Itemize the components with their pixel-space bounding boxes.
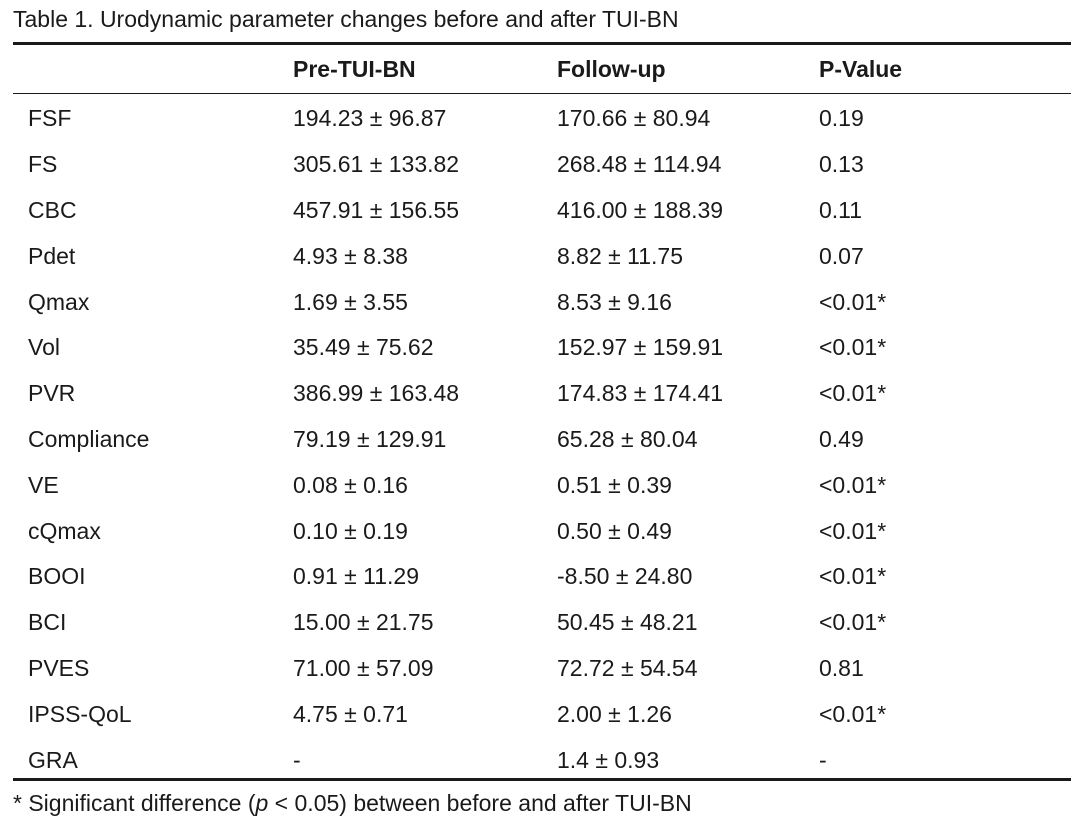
cell-followup: 8.53 ± 9.16 xyxy=(557,288,672,315)
cell-parameter: cQmax xyxy=(28,517,101,544)
table-caption: Table 1. Urodynamic parameter changes be… xyxy=(13,6,679,32)
cell-pre: 1.69 ± 3.55 xyxy=(293,288,408,315)
table-row: VE 0.08 ± 0.16 0.51 ± 0.39 <0.01* xyxy=(13,462,1071,508)
cell-parameter: PVES xyxy=(28,654,90,681)
cell-pvalue: <0.01* xyxy=(819,609,887,636)
cell-followup: 65.28 ± 80.04 xyxy=(557,425,698,452)
cell-followup: 152.97 ± 159.91 xyxy=(557,334,724,361)
table-row: PVR 386.99 ± 163.48 174.83 ± 174.41 <0.01* xyxy=(13,371,1071,417)
cell-pre: 71.00 ± 57.09 xyxy=(293,654,434,681)
cell-parameter: Compliance xyxy=(28,425,150,452)
cell-pvalue: <0.01* xyxy=(819,471,887,498)
cell-parameter: FSF xyxy=(28,105,72,132)
cell-followup: 0.50 ± 0.49 xyxy=(557,517,672,544)
cell-parameter: PVR xyxy=(28,380,76,407)
cell-pre: 386.99 ± 163.48 xyxy=(293,380,460,407)
cell-pre: 4.75 ± 0.71 xyxy=(293,700,408,727)
footnote-suffix: < 0.05) between before and after TUI-BN xyxy=(268,790,692,816)
cell-parameter: CBC xyxy=(28,196,77,223)
cell-pre: 15.00 ± 21.75 xyxy=(293,609,434,636)
cell-pvalue: <0.01* xyxy=(819,563,887,590)
cell-parameter: BCI xyxy=(28,609,67,636)
cell-pre: 194.23 ± 96.87 xyxy=(293,105,447,132)
cell-pvalue: 0.07 xyxy=(819,242,864,269)
cell-pre: 0.91 ± 11.29 xyxy=(293,563,420,590)
table-body: FSF 194.23 ± 96.87 170.66 ± 80.94 0.19 FS 305… xyxy=(13,96,1071,783)
cell-pre: 35.49 ± 75.62 xyxy=(293,334,434,361)
cell-pre: 305.61 ± 133.82 xyxy=(293,151,460,178)
cell-pvalue: <0.01* xyxy=(819,334,887,361)
cell-followup: 268.48 ± 114.94 xyxy=(557,151,722,178)
cell-followup: 416.00 ± 188.39 xyxy=(557,196,724,223)
cell-followup: 2.00 ± 1.26 xyxy=(557,700,672,727)
cell-parameter: BOOI xyxy=(28,563,86,590)
cell-parameter: Vol xyxy=(28,334,60,361)
cell-followup: 1.4 ± 0.93 xyxy=(557,746,660,773)
cell-pvalue: <0.01* xyxy=(819,380,887,407)
table-footnote: * Significant difference (p < 0.05) betw… xyxy=(13,788,692,818)
table-row: BCI 15.00 ± 21.75 50.45 ± 48.21 <0.01* xyxy=(13,600,1071,646)
table-bottom-rule xyxy=(13,778,1071,781)
cell-followup: -8.50 ± 24.80 xyxy=(557,563,693,590)
table-row: cQmax 0.10 ± 0.19 0.50 ± 0.49 <0.01* xyxy=(13,508,1071,554)
cell-pre: 79.19 ± 129.91 xyxy=(293,425,447,452)
footnote-prefix: * Significant difference ( xyxy=(13,790,256,816)
cell-pre: 457.91 ± 156.55 xyxy=(293,196,460,223)
footnote-italic: p xyxy=(255,790,269,816)
cell-pvalue: - xyxy=(819,746,827,773)
cell-pre: - xyxy=(293,746,301,773)
cell-pvalue: 0.19 xyxy=(819,105,864,132)
cell-pvalue: 0.13 xyxy=(819,151,864,178)
cell-followup: 174.83 ± 174.41 xyxy=(557,380,724,407)
table-row: Compliance 79.19 ± 129.91 65.28 ± 80.04 0.4… xyxy=(13,417,1071,463)
table-row: GRA - 1.4 ± 0.93 - xyxy=(13,737,1071,783)
cell-pvalue: 0.11 xyxy=(819,196,863,223)
cell-pvalue: 0.81 xyxy=(819,654,864,681)
table-row: PVES 71.00 ± 57.09 72.72 ± 54.54 0.81 xyxy=(13,646,1071,692)
table-row: Pdet 4.93 ± 8.38 8.82 ± 11.75 0.07 xyxy=(13,233,1071,279)
urodynamic-table: Pre-TUI-BN Follow-up P-Value FSF 194.23 ±… xyxy=(13,45,1071,773)
cell-pre: 4.93 ± 8.38 xyxy=(293,242,408,269)
cell-pvalue: 0.49 xyxy=(819,425,864,452)
cell-pvalue: <0.01* xyxy=(819,700,887,727)
cell-followup: 50.45 ± 48.21 xyxy=(557,609,698,636)
cell-pre: 0.08 ± 0.16 xyxy=(293,471,408,498)
cell-followup: 0.51 ± 0.39 xyxy=(557,471,672,498)
cell-followup: 170.66 ± 80.94 xyxy=(557,105,711,132)
table-top-rule xyxy=(13,42,1071,45)
table-row: FS 305.61 ± 133.82 268.48 ± 114.94 0.13 xyxy=(13,142,1071,188)
cell-parameter: IPSS-QoL xyxy=(28,700,132,727)
header-cell-pvalue: P-Value xyxy=(819,55,903,82)
cell-pre: 0.10 ± 0.19 xyxy=(293,517,408,544)
table-row: IPSS-QoL 4.75 ± 0.71 2.00 ± 1.26 <0.01* xyxy=(13,691,1071,737)
table-header-row: Pre-TUI-BN Follow-up P-Value xyxy=(13,45,1071,93)
table-row: Vol 35.49 ± 75.62 152.97 ± 159.91 <0.01* xyxy=(13,325,1071,371)
table-row: Qmax 1.69 ± 3.55 8.53 ± 9.16 <0.01* xyxy=(13,279,1071,325)
table-row: CBC 457.91 ± 156.55 416.00 ± 188.39 0.11 xyxy=(13,188,1071,234)
header-cell-pre: Pre-TUI-BN xyxy=(293,55,416,82)
cell-followup: 72.72 ± 54.54 xyxy=(557,654,698,681)
cell-parameter: VE xyxy=(28,471,59,498)
header-cell-followup: Follow-up xyxy=(557,55,666,82)
cell-parameter: GRA xyxy=(28,746,78,773)
cell-parameter: Pdet xyxy=(28,242,76,269)
cell-pvalue: <0.01* xyxy=(819,288,887,315)
cell-pvalue: <0.01* xyxy=(819,517,887,544)
table-header-rule xyxy=(13,93,1071,94)
cell-parameter: FS xyxy=(28,151,58,178)
table-row: FSF 194.23 ± 96.87 170.66 ± 80.94 0.19 xyxy=(13,96,1071,142)
table-row: BOOI 0.91 ± 11.29 -8.50 ± 24.80 <0.01* xyxy=(13,554,1071,600)
cell-parameter: Qmax xyxy=(28,288,90,315)
cell-followup: 8.82 ± 11.75 xyxy=(557,242,684,269)
